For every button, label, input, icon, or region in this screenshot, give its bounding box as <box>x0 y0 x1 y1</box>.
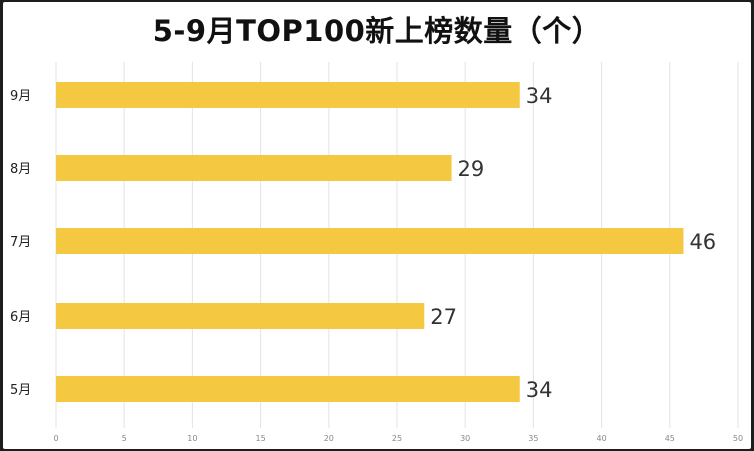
category-label: 9月 <box>10 89 31 104</box>
x-tick-label: 45 <box>665 434 675 443</box>
value-label: 34 <box>526 378 553 402</box>
x-tick-label: 35 <box>528 434 538 443</box>
x-tick-label: 5 <box>122 434 127 443</box>
category-label: 8月 <box>10 162 31 177</box>
chart-panel: 5-9月TOP100新上榜数量（个） <box>3 2 751 449</box>
bars <box>56 82 684 402</box>
bar <box>56 228 684 254</box>
x-tick-label: 25 <box>392 434 402 443</box>
category-label: 7月 <box>10 235 31 250</box>
value-label: 29 <box>458 157 485 181</box>
category-label: 5月 <box>10 383 31 398</box>
value-label: 46 <box>689 230 716 254</box>
bar <box>56 155 452 181</box>
category-label: 6月 <box>10 310 31 325</box>
x-tick-label: 40 <box>597 434 607 443</box>
x-tick-label: 15 <box>256 434 266 443</box>
bar <box>56 376 520 402</box>
labels: 9月 34 8月 29 7月 46 6月 27 5月 34 <box>10 84 716 402</box>
x-tick-label: 30 <box>460 434 470 443</box>
x-tick-label: 50 <box>733 434 743 443</box>
bar <box>56 303 425 329</box>
value-label: 27 <box>430 305 457 329</box>
x-tick-label: 10 <box>187 434 197 443</box>
chart-title: 5-9月TOP100新上榜数量（个） <box>152 14 602 48</box>
bar <box>56 82 520 108</box>
value-label: 34 <box>526 84 553 108</box>
x-tick-label: 20 <box>324 434 334 443</box>
x-tick-label: 0 <box>53 434 58 443</box>
x-axis-ticks: 0 5 10 15 20 25 30 35 40 45 50 <box>53 434 743 443</box>
